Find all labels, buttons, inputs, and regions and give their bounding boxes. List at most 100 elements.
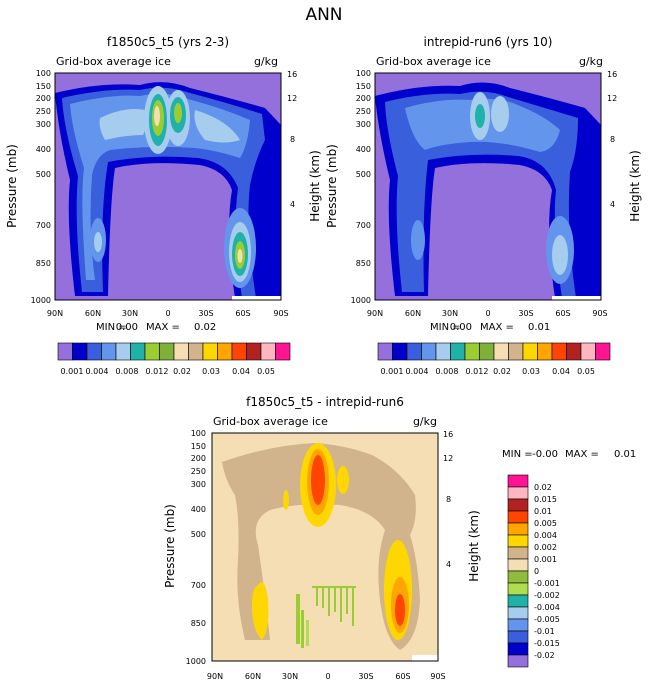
- figure-title: ANN: [305, 5, 342, 25]
- colorbar-label: 0.001: [61, 367, 84, 376]
- y-tick-label: 700: [36, 221, 51, 230]
- colorbar-label: 0.05: [577, 367, 595, 376]
- colorbar-label: 0.04: [232, 367, 250, 376]
- colorbar-swatch: [435, 342, 451, 361]
- contour-field: [55, 73, 281, 300]
- min-label: MIN =: [96, 322, 127, 333]
- colorbar-labels: 0.001 0.004 0.008 0.012 0.02 0.03 0.04 0…: [61, 367, 275, 376]
- x-tick-label: 60S: [555, 309, 570, 318]
- colorbar-swatch: [507, 558, 529, 572]
- y-tick-label: 500: [36, 170, 51, 179]
- colorbar-label: -0.002: [534, 591, 560, 600]
- x-tick-label: 30N: [282, 672, 298, 681]
- x-tick-label: 60S: [235, 309, 250, 318]
- colorbar-label: 0.004: [406, 367, 429, 376]
- colorbar-label: 0.012: [466, 367, 489, 376]
- y-right-tick-label: 8: [446, 495, 451, 504]
- contour-field: [375, 73, 601, 300]
- plot-frame: [54, 72, 282, 301]
- colorbar-swatch: [522, 342, 538, 361]
- y-tick-label: 300: [191, 480, 206, 489]
- y-axis-title: Pressure (mb): [325, 144, 339, 228]
- colorbar-swatch: [450, 342, 466, 361]
- max-value: 0.01: [614, 449, 636, 460]
- colorbar-swatch: [551, 342, 567, 361]
- colorbar-label: -0.01: [534, 627, 555, 636]
- colorbar-swatch: [507, 546, 529, 560]
- colorbar-label: 0.001: [381, 367, 404, 376]
- colorbar-label: 0.001: [534, 555, 557, 564]
- y-right-tick-label: 8: [290, 135, 295, 144]
- x-tick-label: 60N: [245, 672, 261, 681]
- y-right-tick-label: 4: [610, 200, 615, 209]
- y-right-tick-label: 4: [290, 200, 295, 209]
- y-tick-label: 400: [36, 145, 51, 154]
- colorbar-swatch: [231, 342, 247, 361]
- y-tick-label: 250: [36, 107, 51, 116]
- y-tick-label: 100: [356, 69, 371, 78]
- colorbar-label: 0.04: [552, 367, 570, 376]
- y-right-tick-label: 8: [610, 135, 615, 144]
- y-axis-title: Pressure (mb): [163, 504, 177, 588]
- y-tick-label: 300: [356, 120, 371, 129]
- colorbar-label: 0.008: [116, 367, 139, 376]
- min-value: 0.00: [450, 322, 472, 333]
- colorbar-swatch: [595, 342, 611, 361]
- colorbar-label: -0.004: [534, 603, 560, 612]
- y-tick-label: 200: [356, 94, 371, 103]
- x-tick-label: 30N: [122, 309, 138, 318]
- y-tick-label: 700: [356, 221, 371, 230]
- min-label: MIN =: [430, 322, 461, 333]
- colorbar-swatch: [479, 342, 495, 361]
- colorbar-label: 0.05: [257, 367, 275, 376]
- colorbar-swatch: [507, 594, 529, 608]
- max-label: MAX =: [146, 322, 180, 333]
- colorbar-swatch: [159, 342, 175, 361]
- x-axis: 90N 60N 30N 0 30S 60S 90S: [207, 672, 446, 681]
- colorbar-swatch: [202, 342, 218, 361]
- colorbar-labels: 0.001 0.004 0.008 0.012 0.02 0.03 0.04 0…: [381, 367, 595, 376]
- x-axis: 90N 60N 30N 0 30S 60S 90S: [47, 309, 289, 318]
- y-axis-right-title: Height (km): [308, 150, 322, 221]
- y-axis-right: 16 12 8 4: [443, 430, 453, 569]
- y-tick-label: 200: [191, 454, 206, 463]
- colorbar-label: 0.008: [436, 367, 459, 376]
- colorbar-swatch: [493, 342, 509, 361]
- x-axis: 90N 60N 30N 0 30S 60S 90S: [367, 309, 608, 318]
- colorbar-label: 0.02: [173, 367, 191, 376]
- colorbar-swatch: [507, 522, 529, 536]
- max-label: MAX =: [565, 449, 599, 460]
- colorbar-swatch: [130, 342, 146, 361]
- y-tick-label: 150: [36, 82, 51, 91]
- colorbar-swatch: [507, 498, 529, 512]
- colorbar-label: 0.02: [493, 367, 511, 376]
- y-axis-title: Pressure (mb): [5, 144, 19, 228]
- y-tick-label: 1000: [186, 657, 206, 666]
- colorbar-swatch: [406, 342, 422, 361]
- colorbar-swatch: [507, 486, 529, 500]
- panel-title: f1850c5_t5 (yrs 2-3): [107, 35, 229, 49]
- x-tick-label: 30S: [518, 309, 533, 318]
- colorbar-label: 0.03: [202, 367, 220, 376]
- plot-frame: [374, 72, 602, 301]
- contour-level-0.012b: [194, 110, 240, 143]
- x-tick-label: 90N: [47, 309, 63, 318]
- colorbar-label: 0.002: [534, 543, 557, 552]
- max-value: 0.02: [194, 322, 216, 333]
- x-tick-label: 60N: [85, 309, 101, 318]
- colorbar-swatch: [507, 582, 529, 596]
- y-tick-label: 100: [191, 429, 206, 438]
- colorbar-swatch: [421, 342, 437, 361]
- y-axis-right-title: Height (km): [628, 150, 642, 221]
- x-tick-label: 90N: [207, 672, 223, 681]
- min-max-readout: MIN = 0.00 MAX = 0.01: [430, 322, 550, 333]
- colorbar-swatch: [72, 342, 88, 361]
- y-tick-label: 850: [356, 259, 371, 268]
- colorbar-swatch: [507, 510, 529, 524]
- colorbar-swatch: [86, 342, 102, 361]
- y-tick-label: 150: [356, 82, 371, 91]
- y-tick-label: 250: [356, 107, 371, 116]
- y-tick-label: 850: [36, 259, 51, 268]
- panel-control: f1850c5_t5 (yrs 2-3) Grid-box average ic…: [5, 35, 322, 376]
- colorbar-swatch: [173, 342, 189, 361]
